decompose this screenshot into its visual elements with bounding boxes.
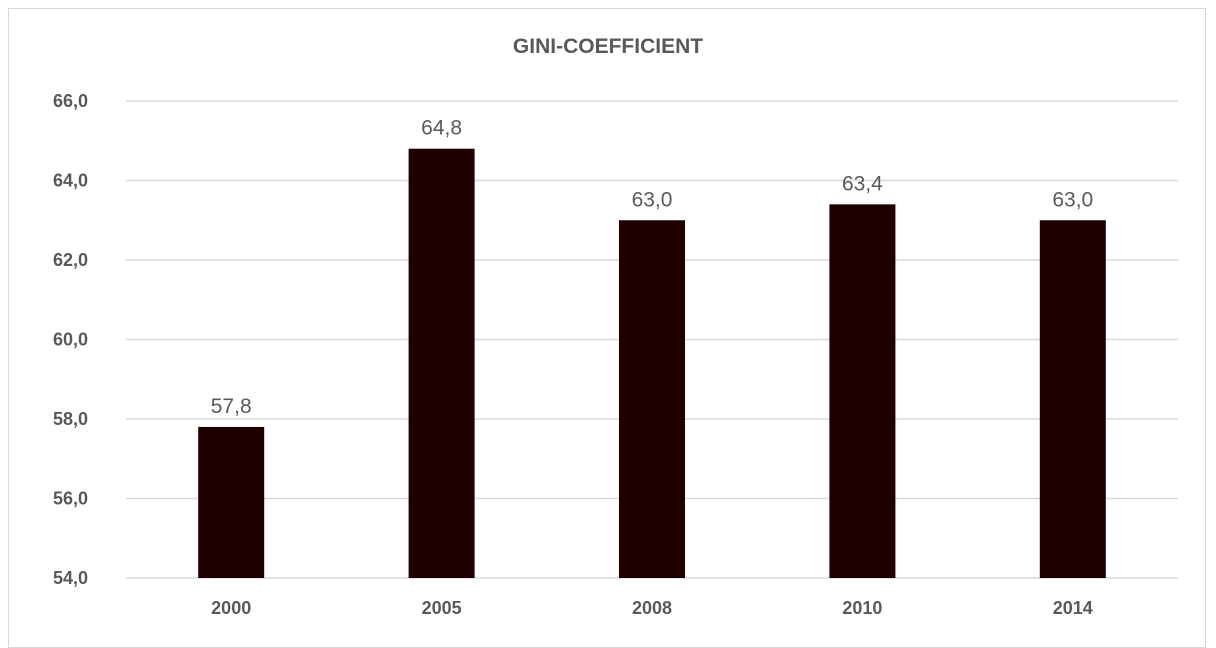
y-tick-label: 64,0	[53, 171, 88, 191]
x-tick-label: 2014	[1053, 598, 1093, 618]
data-label-2014: 63,0	[1052, 188, 1093, 211]
data-label-2008: 63,0	[632, 188, 673, 211]
data-label-2000: 57,8	[211, 395, 252, 418]
chart-title: GINI-COEFFICIENT	[512, 35, 704, 58]
x-tick-label: 2005	[422, 598, 462, 618]
y-tick-label: 58,0	[53, 409, 88, 429]
x-tick-label: 2010	[842, 598, 882, 618]
y-tick-label: 60,0	[53, 330, 88, 350]
y-tick-label: 56,0	[53, 489, 88, 509]
bar-2008	[619, 220, 685, 578]
data-label-2005: 64,8	[421, 117, 462, 140]
bar-2014	[1039, 220, 1106, 578]
y-tick-label: 54,0	[53, 568, 88, 588]
y-tick-label: 66,0	[53, 91, 88, 111]
bar-2010	[829, 204, 896, 578]
y-tick-label: 62,0	[53, 250, 88, 270]
data-label-2010: 63,4	[842, 172, 883, 195]
bar-2000	[198, 426, 265, 578]
x-tick-label: 2008	[632, 598, 672, 618]
x-tick-label: 2000	[211, 598, 251, 618]
bar-2005	[408, 148, 475, 578]
